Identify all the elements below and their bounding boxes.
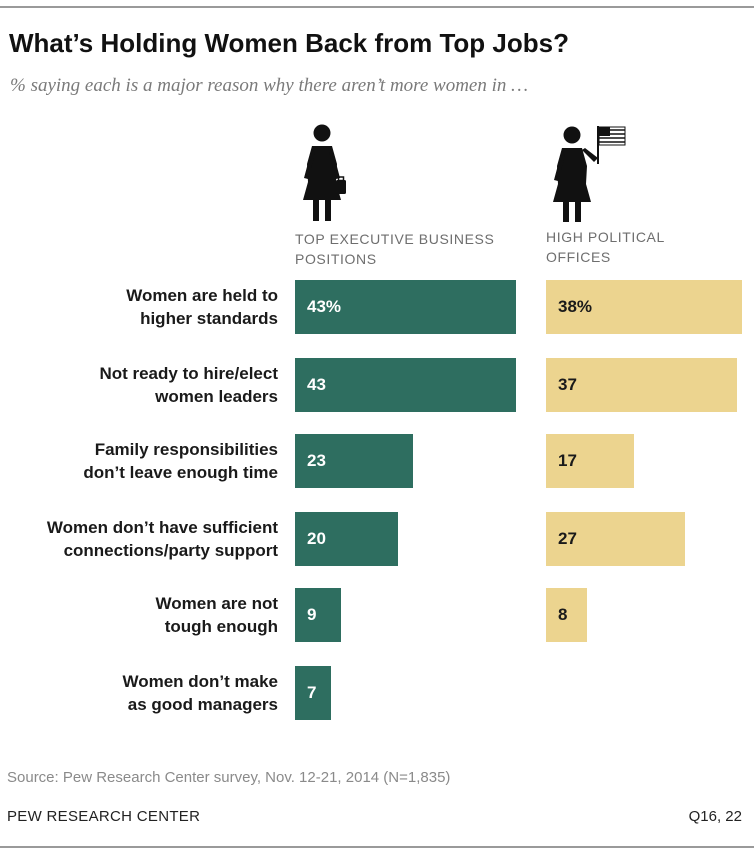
category-label-line: Women are held to: [126, 286, 278, 305]
category-label-line: connections/party support: [63, 541, 278, 560]
category-label-line: Not ready to hire/elect: [99, 364, 278, 383]
bar-business: 7: [295, 666, 331, 720]
series-header-line: HIGH POLITICAL: [546, 229, 665, 245]
category-label-line: Women don’t have sufficient: [46, 518, 278, 537]
bar-business: 43: [295, 358, 516, 412]
bar-political: 8: [546, 588, 587, 642]
bar-value-label: 23: [307, 451, 326, 470]
bar-value-label: 20: [307, 529, 326, 548]
organization-name: PEW RESEARCH CENTER: [7, 808, 201, 825]
chart-title: What’s Holding Women Back from Top Jobs?: [9, 28, 569, 58]
bar-political: 27: [546, 512, 685, 566]
category-label-line: women leaders: [155, 387, 278, 406]
category-label-line: Family responsibilities: [94, 440, 278, 459]
category-label-line: as good managers: [127, 695, 278, 714]
category-label: Women don’t have sufficient connections/p…: [0, 516, 278, 562]
bar-value-label: 8: [558, 605, 568, 624]
businesswoman-with-briefcase-icon: [303, 124, 346, 221]
category-label-line: tough enough: [164, 617, 278, 636]
category-label: Women are not tough enough: [0, 592, 278, 638]
bar-business: 9: [295, 588, 341, 642]
category-label: Not ready to hire/elect women leaders: [0, 362, 278, 408]
series-header-political: HIGH POLITICAL OFFICES: [546, 227, 754, 267]
bar-business: 20: [295, 512, 398, 566]
category-label: Family responsibilities don’t leave enoug…: [0, 438, 278, 484]
bar-political: 37: [546, 358, 737, 412]
bar-value-label: 38%: [558, 297, 593, 316]
bar-value-label: 7: [307, 683, 317, 702]
bar-value-label: 37: [558, 375, 577, 394]
bar-value-label: 17: [558, 451, 577, 470]
category-label: Women don’t make as good managers: [0, 670, 278, 716]
bar-value-label: 27: [558, 529, 577, 548]
bar-business: 23: [295, 434, 413, 488]
bar-value-label: 9: [307, 605, 317, 624]
source-note: Source: Pew Research Center survey, Nov.…: [7, 769, 451, 786]
woman-holding-us-flag-icon: [553, 126, 626, 222]
bar-value-label: 43: [307, 375, 326, 394]
category-label: Women are held to higher standards: [0, 284, 278, 330]
category-label-line: Women are not: [155, 594, 278, 613]
category-label-line: Women don’t make: [122, 672, 278, 691]
series-header-line: OFFICES: [546, 249, 611, 265]
bar-political: 38%: [546, 280, 742, 334]
category-label-line: higher standards: [140, 309, 278, 328]
category-label-line: don’t leave enough time: [83, 463, 278, 482]
question-reference: Q16, 22: [688, 808, 742, 825]
bar-business: 43%: [295, 280, 516, 334]
bar-value-label: 43%: [307, 297, 342, 316]
chart-subtitle: % saying each is a major reason why ther…: [10, 75, 529, 96]
series-header-line: POSITIONS: [295, 251, 377, 267]
top-rule: [0, 6, 754, 8]
bar-political: 17: [546, 434, 634, 488]
series-header-line: TOP EXECUTIVE BUSINESS: [295, 231, 495, 247]
series-header-business: TOP EXECUTIVE BUSINESS POSITIONS: [295, 229, 535, 269]
bottom-rule: [0, 846, 754, 848]
